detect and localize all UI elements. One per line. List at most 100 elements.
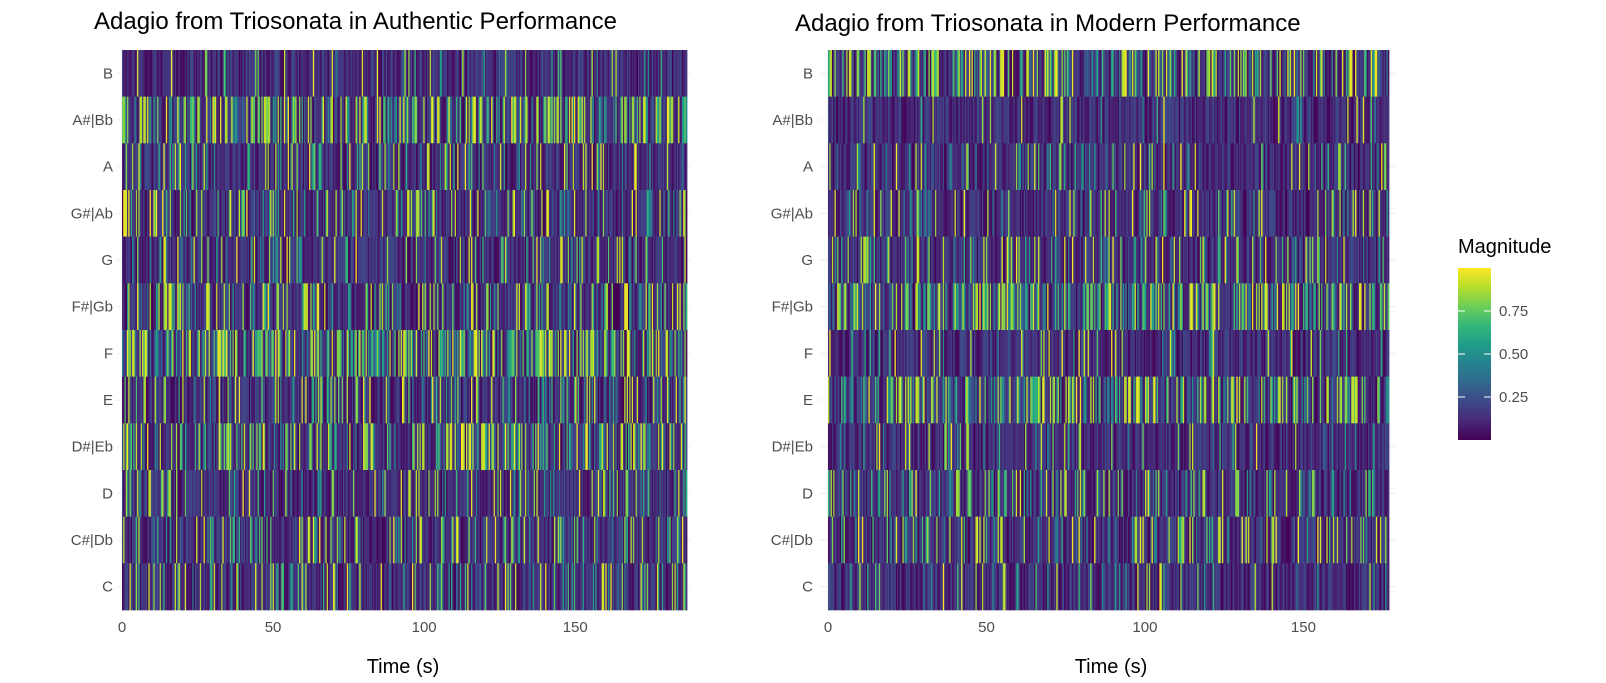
heatmap-cell bbox=[599, 143, 601, 191]
heatmap-cell bbox=[468, 143, 471, 191]
heatmap-cell bbox=[300, 143, 302, 191]
heatmap-cell bbox=[492, 470, 495, 517]
heatmap-cell bbox=[334, 190, 336, 237]
heatmap-cell bbox=[527, 470, 530, 517]
heatmap-cell bbox=[300, 190, 302, 237]
heatmap-cell bbox=[655, 330, 658, 377]
heatmap-cell bbox=[322, 283, 325, 331]
heatmap-cell bbox=[315, 470, 318, 517]
heatmap-cell bbox=[427, 470, 429, 517]
heatmap-cell bbox=[661, 470, 664, 517]
heatmap-cell bbox=[351, 423, 354, 471]
heatmap-cell bbox=[245, 516, 247, 564]
heatmap-cell bbox=[508, 96, 511, 144]
heatmap-cell bbox=[419, 96, 422, 144]
heatmap-cell bbox=[211, 470, 213, 517]
heatmap-cell bbox=[198, 330, 201, 377]
heatmap-cell bbox=[437, 190, 439, 237]
heatmap-cell bbox=[137, 376, 139, 424]
heatmap-cell bbox=[238, 236, 241, 284]
heatmap-cell bbox=[358, 143, 360, 191]
heatmap-cell bbox=[135, 470, 138, 517]
heatmap-cell bbox=[600, 143, 603, 191]
heatmap-cell bbox=[617, 470, 620, 517]
heatmap-cell bbox=[365, 423, 368, 471]
heatmap-cell bbox=[188, 190, 191, 237]
heatmap-cell bbox=[461, 516, 463, 564]
heatmap-cell bbox=[396, 283, 399, 331]
heatmap-cell bbox=[581, 96, 584, 144]
heatmap-cell bbox=[396, 516, 399, 564]
heatmap-cell bbox=[243, 283, 246, 331]
heatmap-cell bbox=[285, 330, 287, 377]
heatmap-cell bbox=[681, 330, 684, 377]
heatmap-cell bbox=[355, 423, 358, 471]
heatmap-cell bbox=[138, 470, 140, 517]
heatmap-cell bbox=[138, 283, 140, 331]
heatmap-cell bbox=[574, 330, 576, 377]
heatmap-cell bbox=[250, 236, 252, 284]
heatmap-cell bbox=[665, 50, 668, 97]
heatmap-cell bbox=[604, 96, 606, 144]
heatmap-cell bbox=[222, 236, 225, 284]
heatmap-cell bbox=[638, 236, 640, 284]
heatmap-cell bbox=[316, 330, 319, 377]
heatmap-cell bbox=[432, 96, 434, 144]
heatmap-cell bbox=[574, 283, 576, 331]
heatmap-cell bbox=[525, 470, 527, 517]
heatmap-cell bbox=[415, 470, 418, 517]
heatmap-cell bbox=[676, 470, 679, 517]
heatmap-cell bbox=[636, 50, 639, 97]
heatmap-cell bbox=[650, 96, 653, 144]
heatmap-cell bbox=[591, 50, 594, 97]
heatmap-cell bbox=[467, 330, 469, 377]
heatmap-cell bbox=[589, 236, 591, 284]
heatmap-cell bbox=[216, 470, 218, 517]
heatmap-cell bbox=[602, 516, 605, 564]
heatmap-cell bbox=[295, 236, 297, 284]
heatmap-cell bbox=[414, 516, 417, 564]
heatmap-cell bbox=[159, 190, 162, 237]
heatmap-cell bbox=[511, 190, 513, 237]
heatmap-cell bbox=[634, 143, 636, 191]
heatmap-cell bbox=[364, 330, 366, 377]
heatmap-cell bbox=[355, 330, 358, 377]
heatmap-cell bbox=[617, 50, 620, 97]
heatmap-cell bbox=[606, 516, 609, 564]
heatmap-cell bbox=[547, 236, 550, 284]
heatmap-cell bbox=[134, 190, 137, 237]
heatmap-cell bbox=[251, 516, 253, 564]
heatmap-cell bbox=[414, 330, 417, 377]
heatmap-cell bbox=[455, 190, 458, 237]
heatmap-cell bbox=[590, 516, 592, 564]
heatmap-cell bbox=[231, 470, 233, 517]
heatmap-cell bbox=[439, 330, 442, 377]
heatmap-cell bbox=[640, 330, 643, 377]
heatmap-cell bbox=[212, 96, 215, 144]
heatmap-cell bbox=[154, 516, 157, 564]
heatmap-cell bbox=[169, 190, 172, 237]
heatmap-cell bbox=[566, 516, 569, 564]
heatmap-cell bbox=[535, 50, 537, 97]
heatmap-cell bbox=[611, 516, 614, 564]
heatmap-cell bbox=[363, 190, 365, 237]
heatmap-cell bbox=[235, 376, 237, 424]
heatmap-cell bbox=[551, 376, 554, 424]
heatmap-cell bbox=[256, 376, 258, 424]
heatmap-cell bbox=[189, 236, 192, 284]
heatmap-cell bbox=[231, 330, 233, 377]
heatmap-cell bbox=[542, 376, 545, 424]
heatmap-cell bbox=[331, 423, 334, 471]
heatmap-cell bbox=[572, 423, 575, 471]
heatmap-cell bbox=[306, 516, 309, 564]
heatmap-cell bbox=[255, 96, 257, 144]
heatmap-cell bbox=[433, 96, 436, 144]
heatmap-cell bbox=[666, 516, 669, 564]
heatmap-cell bbox=[555, 50, 557, 97]
heatmap-cell bbox=[531, 143, 533, 191]
heatmap-cell bbox=[350, 470, 353, 517]
heatmap-cell bbox=[223, 96, 226, 144]
heatmap-cell bbox=[246, 470, 248, 517]
heatmap-cell bbox=[353, 376, 355, 424]
heatmap-cell bbox=[452, 283, 454, 331]
